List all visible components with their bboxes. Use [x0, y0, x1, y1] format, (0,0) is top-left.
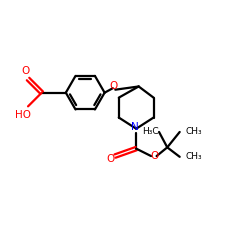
Text: CH₃: CH₃ — [186, 152, 202, 161]
Text: CH₃: CH₃ — [186, 128, 202, 136]
Text: O: O — [109, 82, 118, 92]
Text: O: O — [106, 154, 115, 164]
Text: HO: HO — [14, 110, 30, 120]
Text: O: O — [150, 151, 158, 161]
Text: N: N — [131, 122, 139, 132]
Text: O: O — [21, 66, 29, 76]
Text: H₃C: H₃C — [142, 128, 158, 136]
